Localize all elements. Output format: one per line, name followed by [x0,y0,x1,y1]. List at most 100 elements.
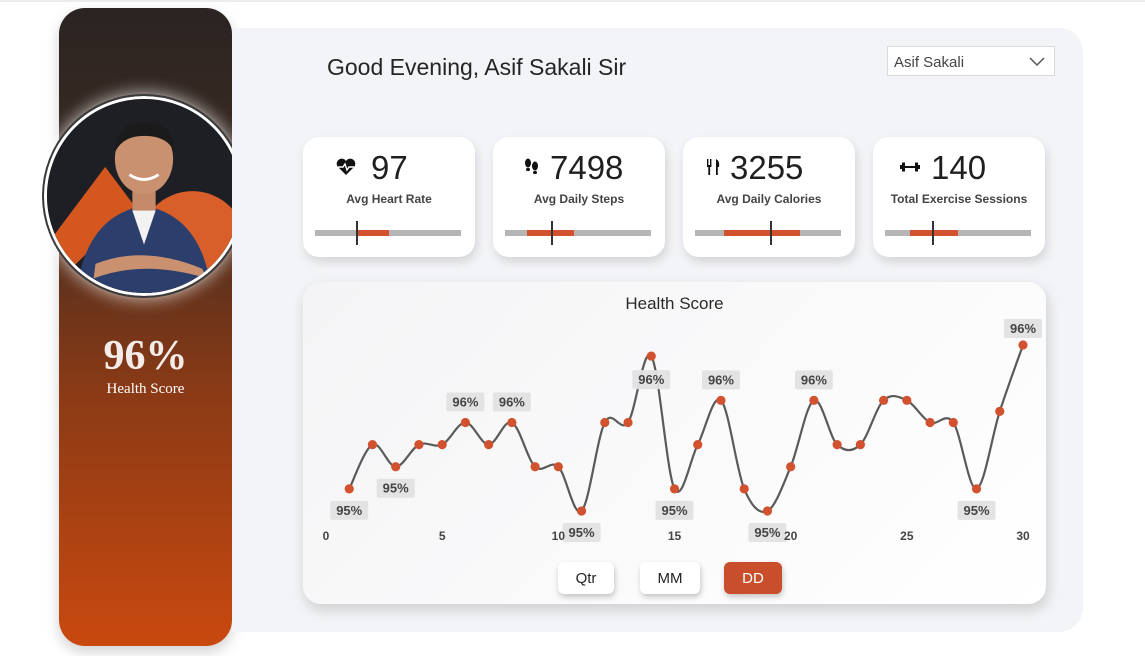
kpi-label: Avg Daily Steps [533,192,625,206]
qtr-button[interactable]: Qtr [558,562,614,594]
kpi-label: Avg Heart Rate [346,192,432,206]
data-label: 95% [562,523,601,542]
x-tick-label: 10 [552,529,566,543]
data-point[interactable] [507,417,517,428]
data-point[interactable] [948,417,958,428]
data-point[interactable] [879,395,889,405]
data-point[interactable] [437,440,447,450]
kpi-card-daily-steps: 7498 Avg Daily Steps [493,137,665,257]
avatar [42,94,246,298]
svg-text:95%: 95% [754,525,780,540]
kpi-card-heart-rate: 97 Avg Heart Rate [303,137,475,257]
data-point[interactable] [414,440,424,450]
kpi-progress-fill [526,230,574,236]
svg-text:95%: 95% [964,503,990,518]
data-point[interactable] [786,462,796,472]
dumbbell-icon [900,162,920,172]
data-label: 96% [492,392,531,412]
svg-text:96%: 96% [499,394,525,409]
user-select-value: Asif Sakali [894,54,965,71]
data-label: 96% [794,370,833,390]
data-point[interactable] [600,417,610,428]
x-tick-label: 30 [1016,529,1030,543]
kpi-card-exercise-sessions: 140 Total Exercise Sessions [873,137,1045,257]
svg-text:95%: 95% [336,503,362,518]
health-score-line-chart: 95% 95% 96% 96% 95% 96% 95% 96% 95% 96% 95% 96% 0 5 10… [323,319,1042,543]
svg-text:95%: 95% [569,525,595,540]
data-label: 95% [376,478,415,498]
kpi-target-marker [550,221,553,245]
kpi-value: 140 [931,149,987,186]
kpi-progress-bar [505,221,651,245]
data-point[interactable] [925,417,935,428]
data-point[interactable] [995,406,1005,416]
data-point[interactable] [576,506,587,516]
series-line [348,344,1025,513]
data-label: 96% [1004,319,1042,338]
data-point[interactable] [553,462,563,472]
kpi-label: Total Exercise Sessions [890,192,1028,206]
data-label: 95% [748,523,787,542]
data-point[interactable] [716,395,726,405]
data-point[interactable] [855,440,865,450]
x-tick-label: 5 [439,529,446,543]
x-tick-label: 25 [900,529,914,543]
data-point[interactable] [623,417,633,428]
user-select-dropdown[interactable]: Asif Sakali [887,46,1055,76]
fork-knife-icon [707,159,720,175]
data-point[interactable] [739,484,749,494]
kpi-card-daily-calories: 3255 Avg Daily Calories [683,137,855,257]
kpi-value: 3255 [730,149,804,186]
data-label: 96% [446,392,485,412]
data-point[interactable] [902,395,912,405]
data-point[interactable] [669,484,680,494]
heart-pulse-icon [336,158,356,175]
profile-photo-icon [47,99,241,293]
data-point[interactable] [971,484,982,494]
data-point[interactable] [832,440,842,450]
data-point[interactable] [809,395,819,405]
kpi-progress-fill [724,230,801,236]
kpi-value: 97 [371,149,408,186]
greeting-title: Good Evening, Asif Sakali Sir [327,54,627,80]
data-point[interactable] [530,462,540,472]
svg-text:95%: 95% [661,503,687,518]
kpi-target-marker [932,221,935,245]
chart-title: Health Score [625,294,724,313]
x-tick-label: 0 [323,529,330,543]
kpi-progress-fill [357,230,390,236]
footsteps-icon [525,158,538,175]
data-label: 95% [957,500,996,520]
data-point[interactable] [646,351,656,361]
sidebar-health-score-label: Health Score [106,381,185,397]
data-point[interactable] [367,440,378,450]
data-point[interactable] [484,440,494,450]
dd-button[interactable]: DD [724,562,782,594]
data-point[interactable] [391,462,401,472]
kpi-progress-bar [315,221,461,245]
data-point[interactable] [344,484,354,494]
svg-text:95%: 95% [383,481,409,496]
chevron-down-icon [1029,57,1045,67]
svg-text:96%: 96% [638,372,664,387]
data-point[interactable] [460,417,470,428]
svg-text:96%: 96% [452,394,478,409]
kpi-target-marker [356,221,359,245]
mm-button[interactable]: MM [640,562,700,594]
x-tick-label: 20 [784,529,798,543]
data-label: 96% [632,370,671,390]
kpi-progress-bar [885,221,1031,245]
data-label: 96% [701,370,740,390]
data-point[interactable] [762,506,773,516]
x-tick-label: 15 [668,529,682,543]
data-point[interactable] [1018,340,1028,350]
svg-text:96%: 96% [801,372,827,387]
health-score-chart-card: Health Score 95% 95% 96% 96% 95% 96% 95% 96% 95%… [303,282,1046,604]
data-label: 95% [330,500,369,520]
kpi-target-marker [769,221,772,245]
kpi-label: Avg Daily Calories [716,192,822,206]
sidebar-health-score: 96% [103,333,188,379]
data-point[interactable] [693,440,703,450]
kpi-progress-bar [695,221,841,245]
